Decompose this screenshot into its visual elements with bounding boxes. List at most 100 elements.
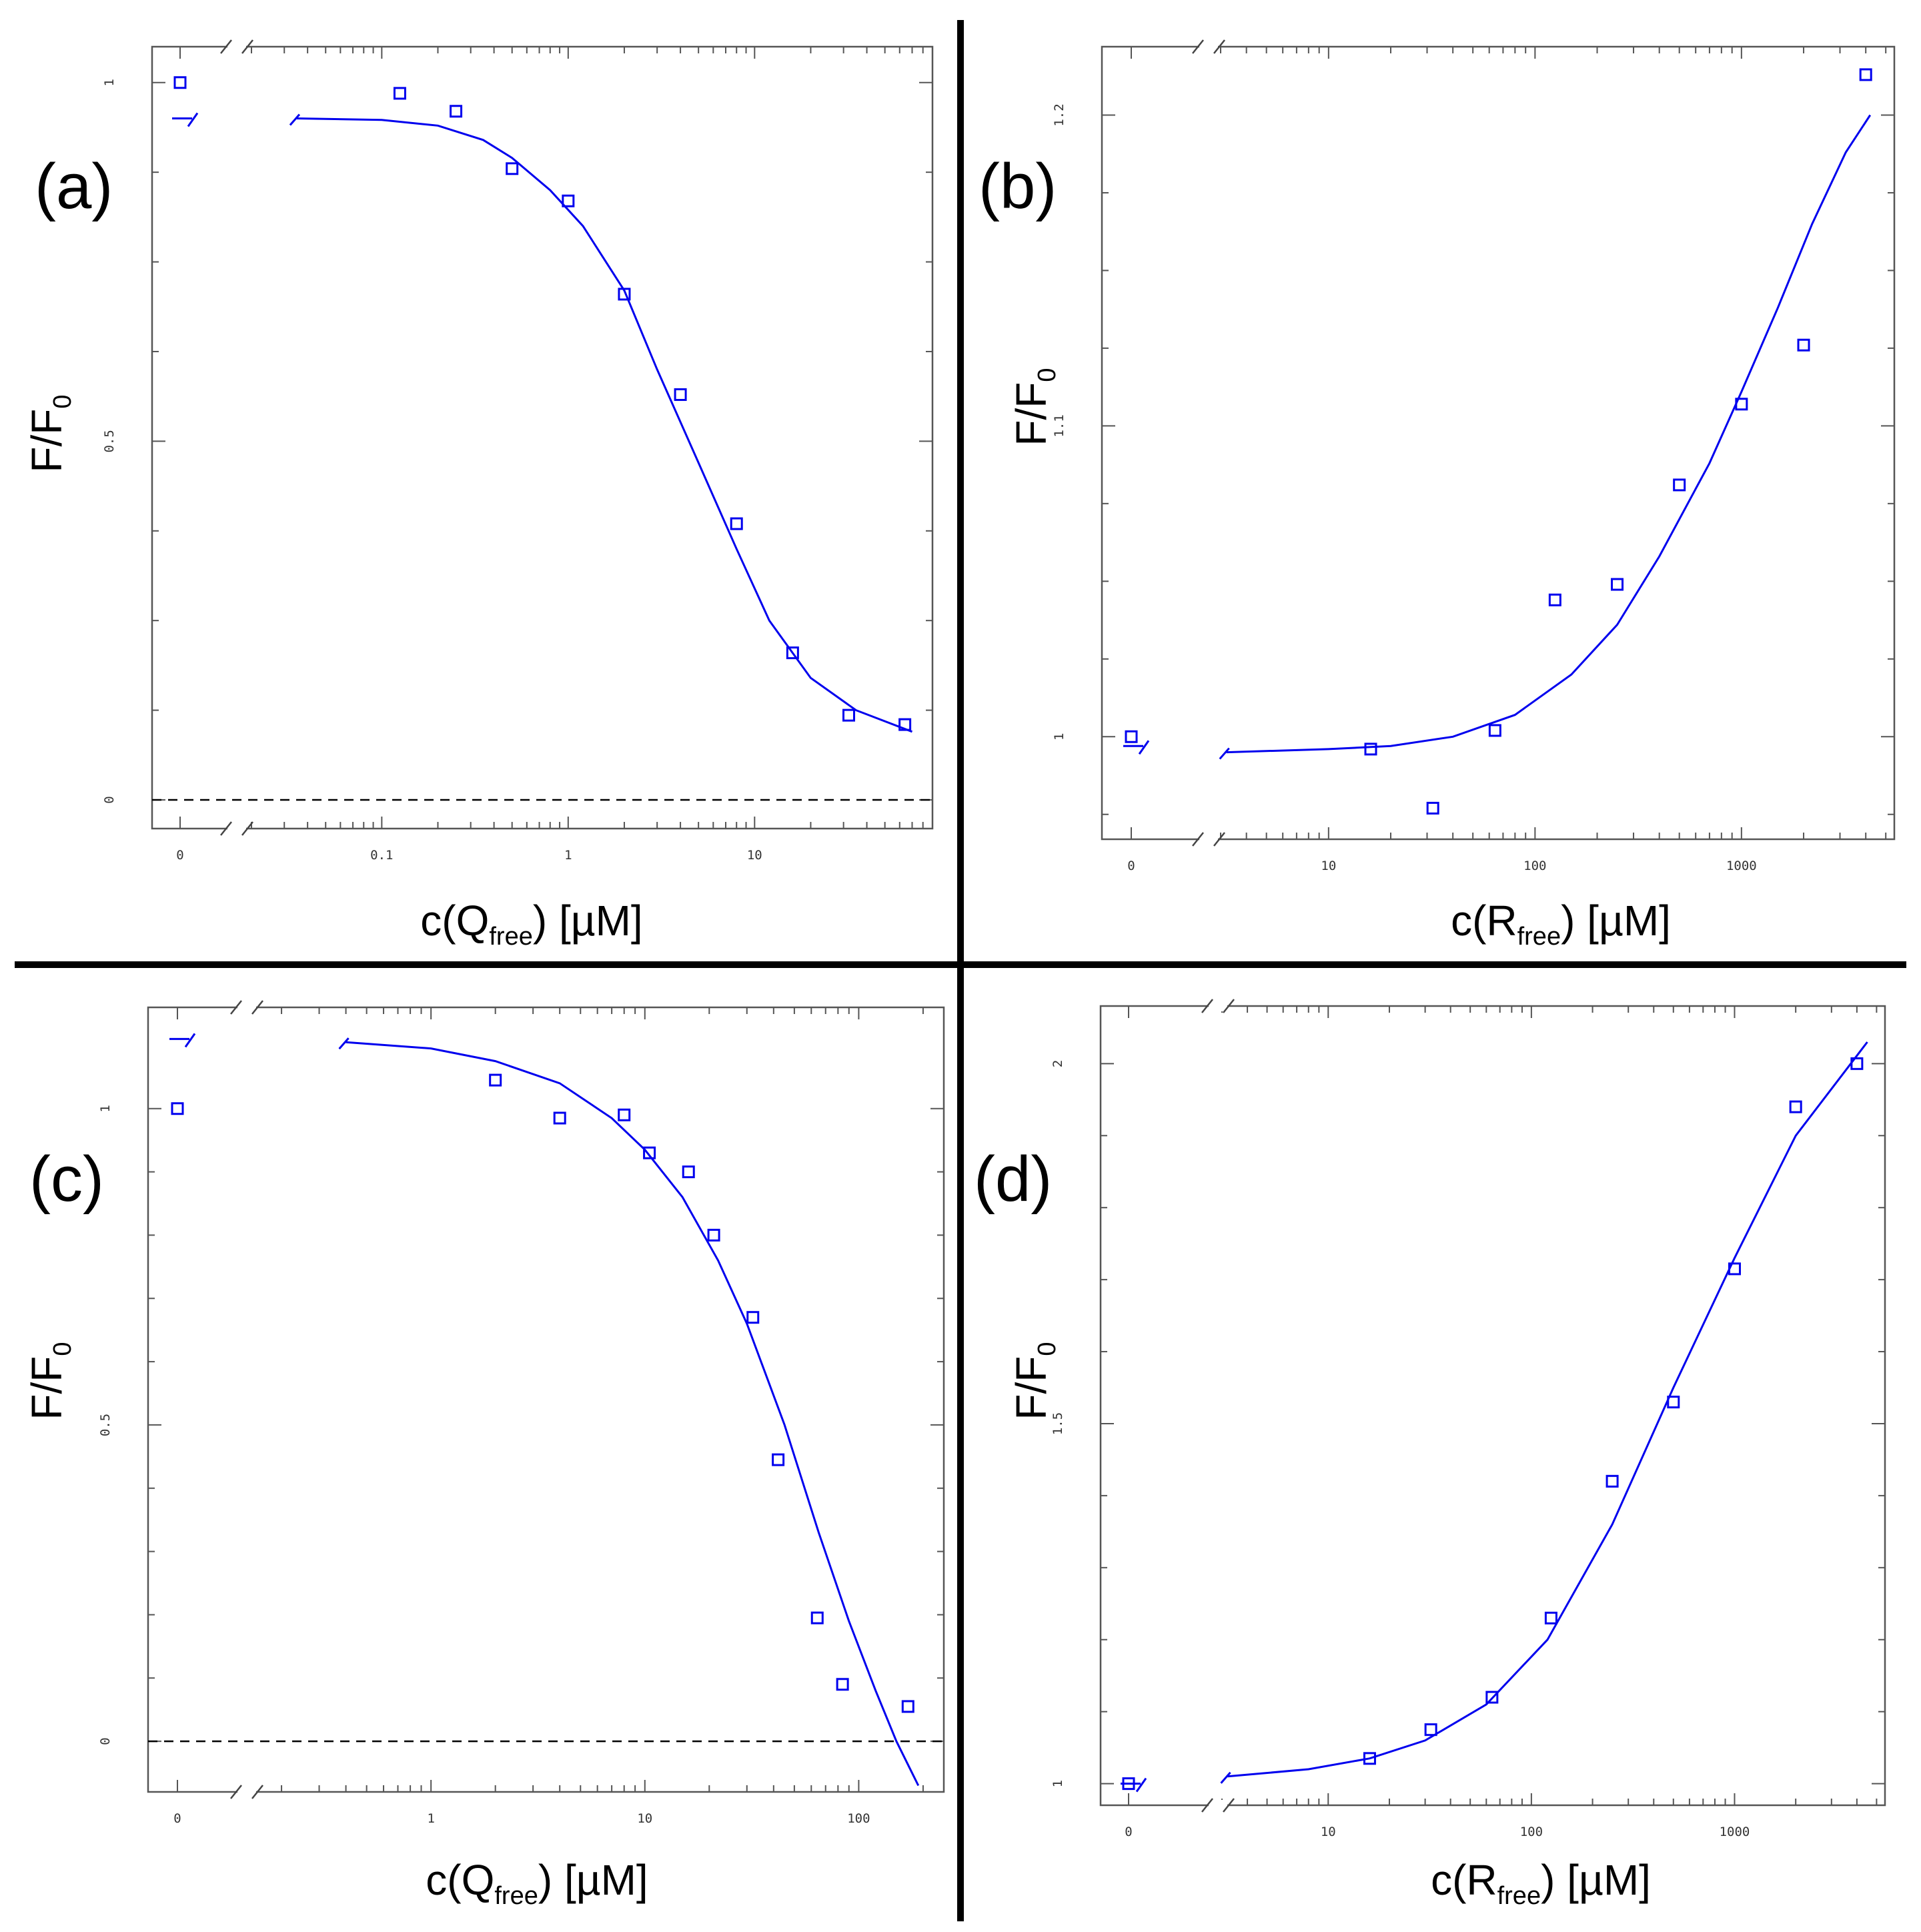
- y-tick-label: 0.5: [102, 430, 117, 452]
- y-tick-label: 1.1: [1052, 414, 1067, 437]
- axis-break-slash: [241, 821, 253, 836]
- y-axis-title-sub: 0: [1033, 1342, 1061, 1356]
- x-axis-title-pre: c(R: [1431, 1856, 1497, 1904]
- x-axis-title-pre: c(Q: [420, 897, 489, 945]
- axis-break-slash: [220, 821, 232, 836]
- data-point: [618, 1108, 631, 1121]
- y-tick-label: 0: [102, 796, 117, 803]
- y-axis-title-main: F/F: [1007, 382, 1055, 446]
- panel-label: (a): [35, 151, 113, 222]
- x-tick-label: 10: [747, 848, 762, 863]
- panel-label: (b): [979, 151, 1057, 222]
- data-point: [810, 1611, 824, 1624]
- data-point: [772, 1453, 785, 1466]
- data-point: [1485, 1690, 1499, 1704]
- y-axis-title-main: F/F: [23, 1356, 71, 1420]
- data-point: [618, 288, 631, 301]
- data-point: [1548, 593, 1561, 606]
- axis-break-gap: [237, 1787, 256, 1797]
- data-point: [1728, 1262, 1741, 1276]
- data-point: [842, 708, 855, 722]
- fit-curve-start-mark: [1219, 747, 1230, 760]
- axis-break-gap: [1209, 1800, 1227, 1811]
- axis-break-slash: [1201, 999, 1213, 1013]
- data-point: [786, 646, 799, 660]
- axis-break-slash: [1223, 1798, 1235, 1813]
- fit-zero-break-mark: [184, 1033, 196, 1048]
- data-point: [1673, 478, 1686, 492]
- axis-break-slash: [241, 39, 253, 54]
- y-tick-label: 1.5: [1051, 1412, 1065, 1435]
- fit-curve: [1227, 1041, 1868, 1778]
- data-point: [746, 1311, 760, 1324]
- axis-break-gap: [237, 1002, 256, 1013]
- fit-zero-break-mark: [187, 112, 199, 127]
- x-axis-title-post: ) [µM]: [538, 1856, 648, 1904]
- fit-zero-break-mark: [1138, 740, 1150, 755]
- y-axis-title-sub: 0: [1033, 368, 1061, 382]
- plot-frame: [147, 1006, 945, 1793]
- data-point: [1488, 724, 1501, 737]
- data-point: [707, 1228, 720, 1242]
- axis-break-slash: [1213, 832, 1225, 847]
- data-point: [1606, 1474, 1619, 1488]
- data-point: [553, 1111, 566, 1125]
- axis-break-slash: [1192, 39, 1204, 54]
- data-point: [1125, 730, 1138, 743]
- y-axis-title-main: F/F: [23, 409, 71, 473]
- y-tick-label: 2: [1051, 1060, 1065, 1067]
- y-tick-label: 0: [98, 1737, 113, 1745]
- x-tick-label: 10: [1321, 859, 1336, 873]
- data-point: [1364, 743, 1377, 756]
- axis-break-slash: [251, 1000, 263, 1015]
- plot-frame: [1099, 1005, 1886, 1807]
- chart-panel-c: 00.510 1 10 100(c)F/F0c(Qfree) [µM]: [23, 1000, 945, 1910]
- x-tick-label: 0.1: [370, 848, 393, 863]
- data-point: [682, 1165, 695, 1179]
- axis-break-slash: [1201, 1798, 1213, 1813]
- y-tick-label: 0.5: [98, 1414, 113, 1436]
- data-point: [489, 1073, 502, 1087]
- x-axis-title-post: ) [µM]: [533, 897, 643, 945]
- x-tick-label: 1: [427, 1811, 434, 1826]
- x-axis-title: c(Qfree) [µM]: [420, 897, 642, 951]
- y-tick-label: 1: [1052, 733, 1067, 741]
- x-tick-label: 0: [1127, 859, 1135, 873]
- data-point: [1789, 1100, 1802, 1113]
- data-point: [393, 87, 406, 100]
- data-point: [173, 76, 187, 89]
- y-axis-title-main: F/F: [1007, 1356, 1055, 1420]
- x-axis-title-sub: free: [489, 923, 532, 951]
- data-point: [1426, 801, 1439, 815]
- x-tick-label: 1000: [1726, 859, 1757, 873]
- y-axis-title: F/F0: [1007, 368, 1061, 446]
- data-point: [1544, 1611, 1557, 1624]
- data-point: [1122, 1777, 1135, 1791]
- x-tick-label: 100: [1520, 1825, 1543, 1839]
- data-point: [1363, 1752, 1376, 1765]
- chart-panel-b: 11.11.20 10 100 1000(b)F/F0c(Rfree) [µM]: [979, 39, 1896, 951]
- axis-break-slash: [1213, 39, 1225, 54]
- data-point: [450, 105, 463, 118]
- data-point: [1797, 338, 1810, 352]
- data-point: [730, 517, 743, 530]
- data-point: [836, 1678, 849, 1691]
- data-point: [171, 1102, 184, 1115]
- x-axis-title-sub: free: [1497, 1882, 1541, 1910]
- axis-break-slash: [230, 1785, 242, 1799]
- y-tick-label: 1: [102, 79, 117, 86]
- x-axis-title-pre: c(Q: [426, 1856, 494, 1904]
- x-tick-label: 100: [1523, 859, 1546, 873]
- chart-panel-a: 00.510 0.1 1 10(a)F/F0c(Qfree) [µM]: [23, 39, 934, 951]
- panel-label: (c): [29, 1143, 104, 1215]
- axis-break-gap: [1209, 1001, 1227, 1011]
- axis-break-gap: [227, 823, 246, 834]
- x-tick-label: 0: [176, 848, 183, 863]
- x-tick-label: 0: [173, 1811, 181, 1826]
- y-axis-title: F/F0: [23, 394, 77, 472]
- y-axis-title: F/F0: [1007, 1342, 1061, 1420]
- data-point: [901, 1700, 914, 1713]
- x-axis-title: c(Rfree) [µM]: [1431, 1856, 1651, 1910]
- fit-curve: [296, 117, 913, 733]
